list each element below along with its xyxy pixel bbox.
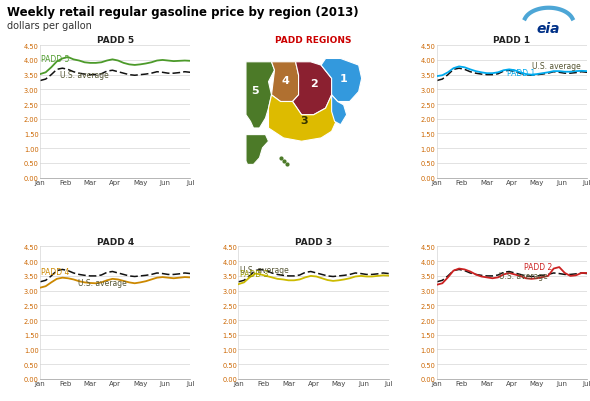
Text: PADD 2: PADD 2 (525, 263, 553, 272)
Title: PADD 2: PADD 2 (493, 237, 530, 246)
Polygon shape (332, 96, 347, 126)
Text: U.S. average: U.S. average (60, 71, 109, 80)
Text: 4: 4 (281, 76, 289, 86)
Text: U.S. average: U.S. average (240, 266, 289, 275)
Text: PADD 4: PADD 4 (41, 268, 70, 277)
Polygon shape (268, 96, 337, 142)
Text: dollars per gallon: dollars per gallon (7, 21, 92, 31)
Text: U.S. average: U.S. average (499, 271, 548, 281)
Text: PADD 5: PADD 5 (41, 55, 70, 63)
Text: 2: 2 (310, 79, 317, 89)
Text: U.S. average: U.S. average (532, 62, 581, 71)
Text: 5: 5 (251, 86, 259, 96)
Text: PADD 3: PADD 3 (240, 269, 268, 279)
Polygon shape (271, 63, 299, 102)
Polygon shape (246, 135, 268, 165)
Polygon shape (246, 63, 274, 129)
Title: PADD 4: PADD 4 (97, 237, 134, 246)
Text: PADD 1: PADD 1 (507, 69, 535, 77)
Text: 3: 3 (301, 115, 309, 126)
Polygon shape (321, 59, 362, 102)
Title: PADD 3: PADD 3 (295, 237, 332, 246)
Title: PADD REGIONS: PADD REGIONS (276, 36, 352, 45)
Title: PADD 1: PADD 1 (493, 36, 530, 45)
Title: PADD 5: PADD 5 (97, 36, 134, 45)
Polygon shape (293, 63, 332, 115)
Text: eia: eia (537, 22, 560, 36)
Text: 1: 1 (340, 74, 348, 84)
Text: Weekly retail regular gasoline price by region (2013): Weekly retail regular gasoline price by … (7, 6, 359, 19)
Text: U.S. average: U.S. average (78, 278, 126, 287)
